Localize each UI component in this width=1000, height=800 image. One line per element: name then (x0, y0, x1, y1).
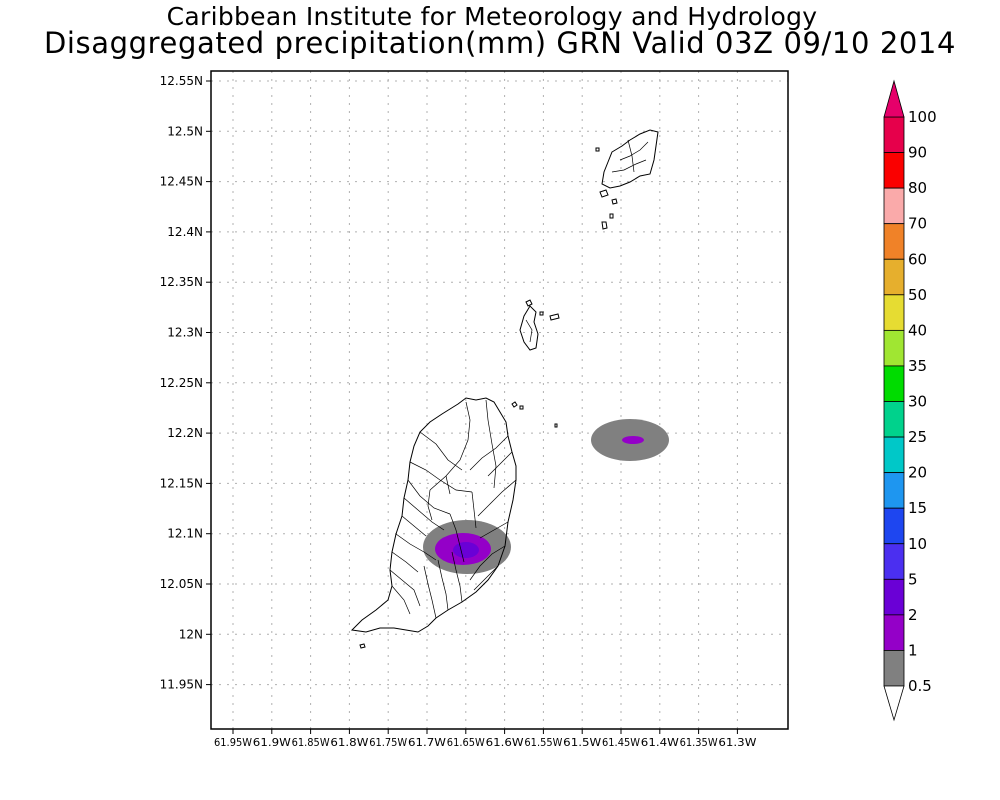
islet (519, 405, 524, 410)
colorbar-segment (883, 543, 905, 580)
islet (539, 311, 544, 316)
colorbar-label: 0.5 (908, 677, 932, 695)
y-tick-label: 11.95N (160, 678, 203, 692)
x-tick-label: 61.7W (408, 736, 446, 749)
precip-zone-2mm (453, 542, 479, 558)
x-tick-label: 61.6W (486, 736, 524, 749)
y-tick-label: 12.55N (160, 74, 203, 88)
colorbar-label: 20 (908, 464, 927, 482)
colorbar-segment (883, 258, 905, 296)
colorbar-segment (883, 116, 905, 153)
x-tick-label: 61.45W (602, 736, 640, 749)
x-tick-label: 61.9W (253, 736, 291, 749)
colorbar-segment (883, 152, 905, 189)
colorbar-label: 15 (908, 499, 927, 517)
colorbar-segment (883, 223, 905, 260)
x-tick-label: 61.35W (680, 736, 718, 749)
y-tick-label: 12.25N (160, 376, 203, 390)
colorbar-segment (883, 472, 905, 509)
y-tick-label: 12N (179, 627, 203, 641)
islet (549, 313, 560, 321)
islet (601, 221, 608, 230)
colorbar-label: 25 (908, 428, 927, 446)
colorbar-label: 80 (908, 179, 927, 197)
chart-subtitle: Disaggregated precipitation(mm) GRN Vali… (43, 26, 957, 60)
islet (609, 213, 614, 219)
islet (511, 401, 518, 408)
colorbar-segment (883, 507, 905, 545)
colorbar-segment (883, 294, 905, 331)
colorbar-label: 35 (908, 357, 927, 375)
colorbar-label: 1 (908, 641, 918, 659)
colorbar-legend: 100 90 80 70 60 50 40 35 30 25 20 15 10 5 2 1 0.5 (883, 79, 937, 722)
colorbar-segment (883, 436, 905, 474)
x-tick-label: 61.5W (563, 736, 601, 749)
colorbar-segment (883, 365, 905, 402)
y-tick-label: 12.1N (167, 527, 203, 541)
colorbar-label: 30 (908, 393, 927, 411)
grenada-island (350, 397, 558, 649)
precip-zone-1mm (622, 436, 644, 444)
colorbar-bottom-arrow (883, 685, 905, 722)
y-axis: 12.55N 12.5N 12.45N 12.4N 12.35N 12.3N 12.25N 1… (160, 74, 211, 692)
colorbar-label: 100 (908, 108, 937, 126)
northern-grenadines (595, 129, 659, 230)
x-tick-label: 61.4W (641, 736, 679, 749)
y-tick-label: 12.3N (167, 326, 203, 340)
islet (525, 299, 533, 307)
islet (599, 189, 609, 198)
parish-boundaries (389, 399, 517, 619)
islet (595, 147, 600, 152)
colorbar-label: 10 (908, 535, 927, 553)
y-tick-label: 12.15N (160, 476, 203, 490)
colorbar-label: 2 (908, 606, 918, 624)
islet (554, 423, 558, 428)
map-grid (211, 71, 788, 729)
x-tick-label: 61.75W (369, 736, 407, 749)
colorbar-label: 90 (908, 144, 927, 162)
x-axis: 61.95W 61.9W 61.85W 61.8W 61.75W 61.7W 61.65W 6… (214, 729, 757, 749)
y-tick-label: 12.2N (167, 426, 203, 440)
colorbar-label: 50 (908, 286, 927, 304)
carriacou-coastline (519, 305, 539, 351)
colorbar-label: 40 (908, 321, 927, 339)
carriacou-island (519, 299, 560, 351)
colorbar-top-arrow (883, 79, 905, 118)
y-tick-label: 12.35N (160, 275, 203, 289)
colorbar-segment (883, 187, 905, 225)
colorbar-segment (883, 401, 905, 438)
x-tick-label: 61.95W (214, 736, 252, 749)
islet (611, 198, 618, 205)
precip-area-east (591, 419, 669, 461)
x-tick-label: 61.65W (447, 736, 485, 749)
colorbar-segment (883, 578, 905, 616)
y-tick-label: 12.5N (167, 124, 203, 138)
map-frame (210, 70, 789, 730)
x-tick-label: 61.85W (292, 736, 330, 749)
colorbar-label: 70 (908, 215, 927, 233)
x-tick-label: 61.8W (330, 736, 368, 749)
x-tick-label: 61.55W (524, 736, 562, 749)
y-tick-label: 12.05N (160, 577, 203, 591)
colorbar-label: 5 (908, 570, 918, 588)
precip-area-south-grenada (423, 520, 511, 574)
colorbar-segment (883, 650, 905, 687)
colorbar-segment (883, 329, 905, 367)
x-tick-label: 61.3W (718, 736, 756, 749)
y-tick-label: 12.45N (160, 175, 203, 189)
colorbar-label: 60 (908, 250, 927, 268)
islet (359, 643, 366, 649)
colorbar-segment (883, 614, 905, 651)
chart-title: Caribbean Institute for Meteorology and … (166, 2, 818, 31)
y-tick-label: 12.4N (167, 225, 203, 239)
northern-island-coastline (601, 129, 659, 189)
